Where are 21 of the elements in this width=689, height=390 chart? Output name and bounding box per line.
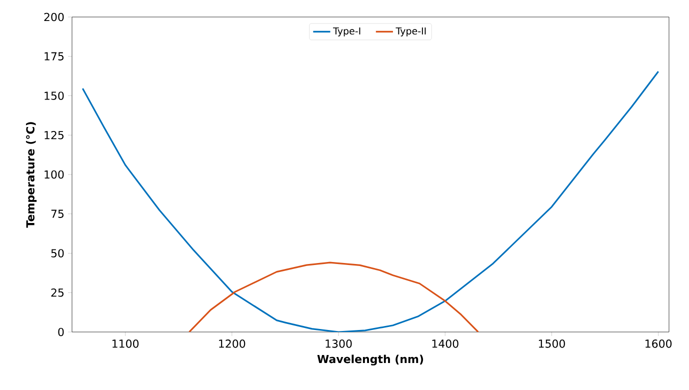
y-tick-label: 75 bbox=[51, 210, 64, 218]
legend-label: Type-I bbox=[333, 27, 360, 36]
x-tick-label: 1400 bbox=[432, 340, 458, 348]
x-axis-title: Wavelength (nm) bbox=[317, 354, 424, 366]
legend-label: Type-II bbox=[396, 27, 426, 36]
x-tick-label: 1500 bbox=[538, 340, 565, 348]
x-tick-label: 1200 bbox=[219, 340, 246, 348]
y-tick-label: 200 bbox=[44, 12, 64, 22]
y-tick-label: 0 bbox=[58, 328, 64, 336]
y-tick-label: 25 bbox=[51, 288, 64, 297]
y-axis-title: Temperature (°C) bbox=[26, 122, 37, 228]
x-tick-label: 1300 bbox=[326, 340, 352, 348]
line-series bbox=[188, 262, 479, 332]
x-tick-label: 1100 bbox=[112, 340, 139, 348]
y-tick-label: 175 bbox=[44, 52, 64, 60]
y-tick-label: 125 bbox=[44, 130, 64, 140]
line-series bbox=[82, 70, 660, 332]
y-tick-label: 100 bbox=[44, 170, 64, 179]
y-tick-label: 150 bbox=[44, 92, 64, 100]
y-tick-label: 50 bbox=[51, 249, 64, 258]
x-tick-label: 1600 bbox=[646, 340, 672, 348]
